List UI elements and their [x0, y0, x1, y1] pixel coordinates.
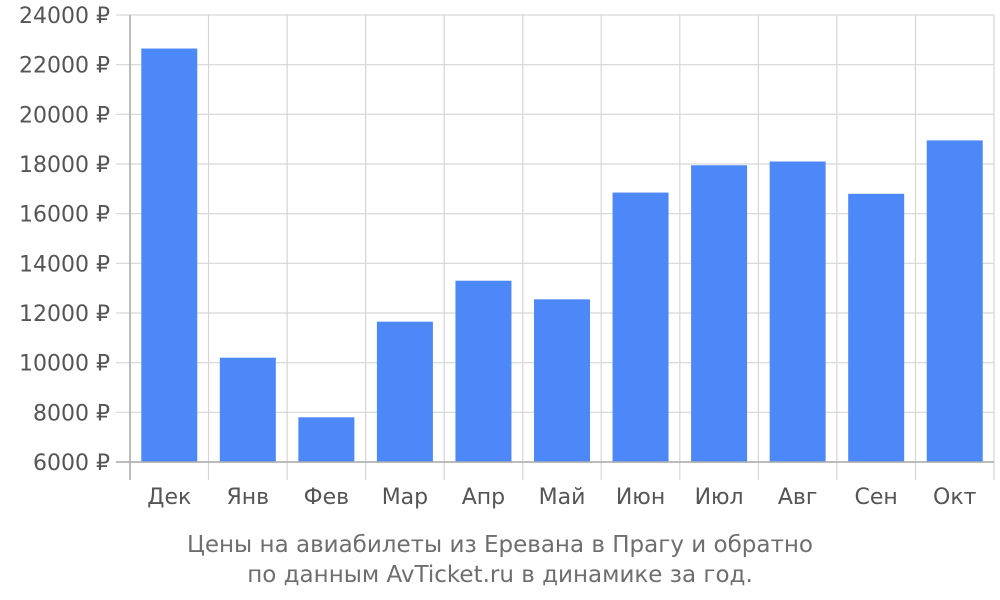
bar: [219, 357, 276, 462]
y-tick-label: 14000 ₽: [19, 252, 110, 277]
y-tick-label: 18000 ₽: [19, 153, 110, 178]
bar: [769, 161, 826, 462]
x-tick-label: Май: [539, 485, 586, 510]
bar: [612, 192, 669, 462]
x-tick-label: Июл: [695, 485, 744, 510]
bar: [298, 417, 355, 462]
y-tick-label: 16000 ₽: [19, 203, 110, 228]
x-tick-label: Дек: [147, 485, 191, 510]
chart-caption: Цены на авиабилеты из Еревана в Прагу и …: [0, 530, 1000, 590]
x-tick-label: Апр: [462, 485, 505, 510]
y-tick-labels: 6000 ₽ 8000 ₽ 10000 ₽ 12000 ₽ 14000 ₽ 16000 ₽…: [19, 4, 110, 476]
x-tick-labels: Дек Янв Фев Мар Апр Май Июн Июл Авг Сен Окт: [147, 485, 976, 510]
axes: [116, 15, 994, 480]
y-tick-label: 8000 ₽: [33, 401, 110, 426]
bar-chart: 6000 ₽ 8000 ₽ 10000 ₽ 12000 ₽ 14000 ₽ 16000 ₽…: [19, 4, 995, 510]
x-tick-label: Окт: [933, 485, 977, 510]
bar: [376, 321, 433, 462]
bar: [455, 280, 512, 462]
bar: [691, 165, 748, 462]
y-tick-label: 12000 ₽: [19, 302, 110, 327]
bars: [141, 48, 983, 463]
x-tick-label: Янв: [226, 485, 269, 510]
bar: [141, 48, 198, 463]
y-tick-label: 10000 ₽: [19, 352, 110, 377]
x-tick-label: Фев: [304, 485, 349, 510]
x-tick-label: Мар: [382, 485, 428, 510]
caption-line-1: Цены на авиабилеты из Еревана в Прагу и …: [187, 532, 813, 558]
caption-line-2: по данным AvTicket.ru в динамике за год.: [247, 562, 753, 588]
x-tick-label: Июн: [616, 485, 665, 510]
y-tick-label: 24000 ₽: [19, 4, 110, 29]
x-tick-label: Авг: [778, 485, 818, 510]
bar: [534, 299, 590, 462]
y-tick-label: 20000 ₽: [19, 103, 110, 128]
y-tick-label: 6000 ₽: [33, 451, 110, 476]
y-tick-label: 22000 ₽: [19, 54, 110, 79]
bar: [848, 193, 905, 463]
bar: [926, 140, 983, 463]
x-tick-label: Сен: [855, 485, 898, 510]
